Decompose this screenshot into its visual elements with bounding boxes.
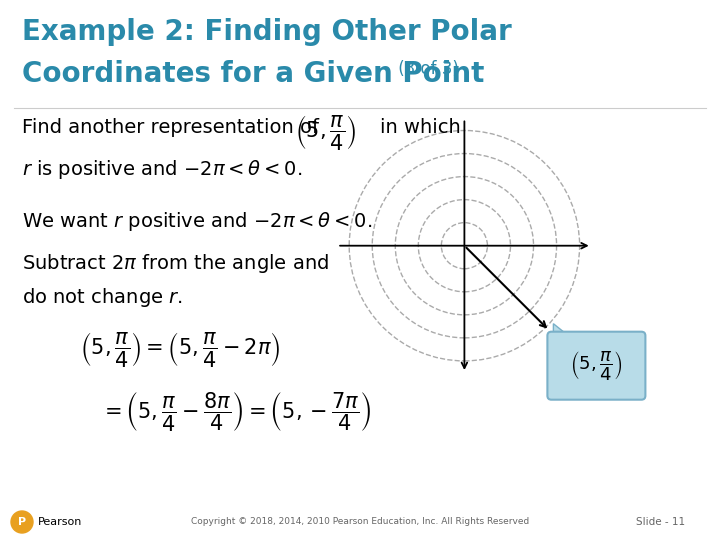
Text: Find another representation of: Find another representation of [22, 118, 319, 137]
Text: Coordinates for a Given Point: Coordinates for a Given Point [22, 60, 485, 88]
Circle shape [11, 511, 33, 533]
Text: We want $r$ positive and $-2\pi < \theta < 0.$: We want $r$ positive and $-2\pi < \theta… [22, 210, 372, 233]
Text: Pearson: Pearson [38, 517, 82, 527]
Text: (3 of 3): (3 of 3) [393, 60, 459, 78]
Text: Copyright © 2018, 2014, 2010 Pearson Education, Inc. All Rights Reserved: Copyright © 2018, 2014, 2010 Pearson Edu… [191, 517, 529, 526]
Text: $= \left(5,\dfrac{\pi}{4} - \dfrac{8\pi}{4}\right) = \left(5,-\dfrac{7\pi}{4}\ri: $= \left(5,\dfrac{\pi}{4} - \dfrac{8\pi}… [100, 390, 372, 433]
Text: Slide - 11: Slide - 11 [636, 517, 685, 527]
FancyBboxPatch shape [547, 332, 645, 400]
Text: $\left(5,\dfrac{\pi}{4}\right) = \left(5,\dfrac{\pi}{4} - 2\pi\right)$: $\left(5,\dfrac{\pi}{4}\right) = \left(5… [80, 330, 280, 369]
Text: $\left(5,\dfrac{\pi}{4}\right)$: $\left(5,\dfrac{\pi}{4}\right)$ [570, 349, 623, 382]
Text: P: P [18, 517, 26, 527]
Text: in which: in which [380, 118, 461, 137]
Text: Subtract $2\pi$ from the angle and: Subtract $2\pi$ from the angle and [22, 252, 329, 275]
Text: $\left(5,\dfrac{\pi}{4}\right)$: $\left(5,\dfrac{\pi}{4}\right)$ [295, 113, 356, 152]
Text: do not change $r.$: do not change $r.$ [22, 286, 183, 309]
Text: Example 2: Finding Other Polar: Example 2: Finding Other Polar [22, 18, 512, 46]
Text: $r$ is positive and $-2\pi < \theta < 0.$: $r$ is positive and $-2\pi < \theta < 0.… [22, 158, 302, 181]
Polygon shape [554, 323, 568, 336]
